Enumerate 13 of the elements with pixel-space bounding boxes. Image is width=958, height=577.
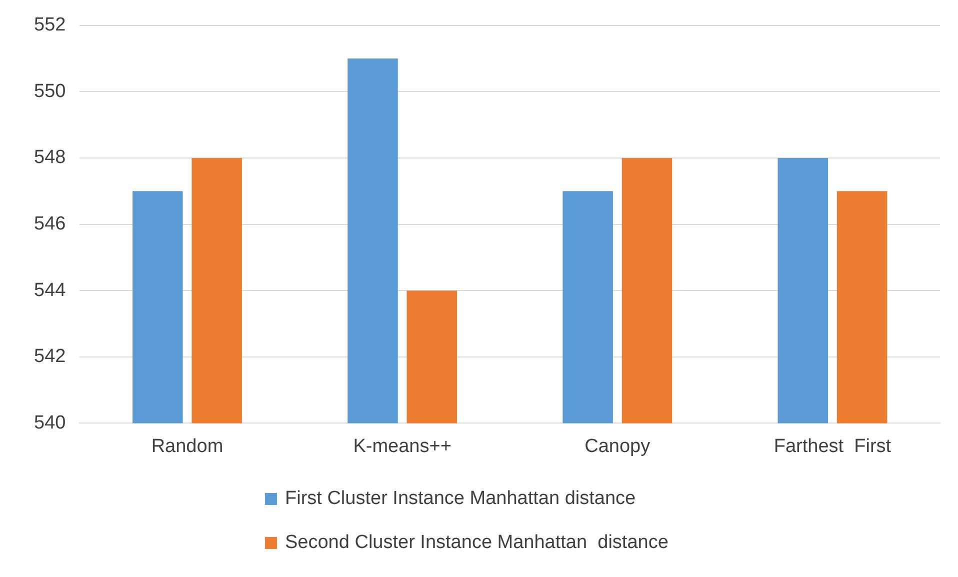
y-tick-label: 546	[34, 214, 66, 235]
x-tick-label: K-means++	[353, 436, 452, 457]
y-tick-label: 540	[34, 412, 66, 434]
y-tick-label: 552	[34, 14, 66, 36]
legend-label: Second Cluster Instance Manhattan distance	[285, 532, 668, 554]
legend-label: First Cluster Instance Manhattan distance	[285, 488, 636, 510]
y-tick-label: 544	[34, 280, 66, 301]
x-tick-label: Random	[151, 436, 224, 457]
y-tick-label: 548	[34, 147, 66, 168]
x-tick-label: Farthest First	[774, 436, 892, 457]
y-tick-label: 542	[34, 346, 66, 368]
y-tick-label: 550	[34, 80, 66, 102]
x-tick-label: Canopy	[584, 436, 651, 457]
